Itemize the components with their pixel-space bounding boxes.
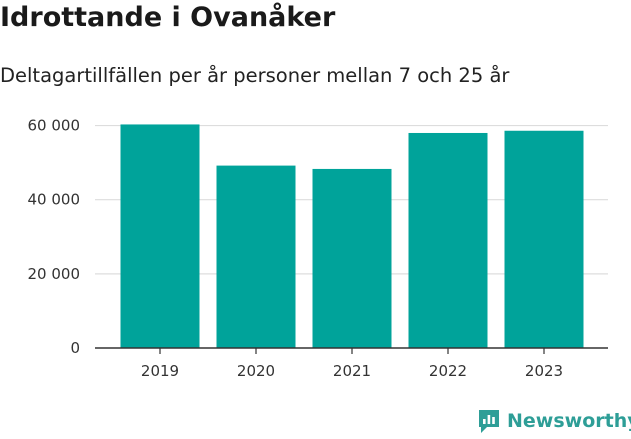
chart-title: Idrottande i Ovanåker <box>0 2 336 33</box>
newsworthy-chart-logo-icon <box>479 410 499 433</box>
x-tick-label: 2022 <box>429 362 467 380</box>
bar-2019 <box>120 124 200 348</box>
y-tick-label: 40 000 <box>28 191 81 209</box>
y-tick-label: 60 000 <box>28 117 81 135</box>
bar-2022 <box>408 132 488 348</box>
y-axis-labels: 0 20 000 40 000 60 000 <box>28 117 81 357</box>
x-tick-label: 2021 <box>333 362 371 380</box>
brand-name: Newsworthy <box>507 410 631 432</box>
bars <box>120 124 584 348</box>
bar-chart: 2019 2020 2021 2022 2023 0 20 000 40 000 60 000 <box>28 117 608 380</box>
y-tick-label: 20 000 <box>28 265 81 283</box>
x-tick-label: 2023 <box>525 362 563 380</box>
bar-2020 <box>216 165 296 348</box>
x-tick-label: 2019 <box>141 362 179 380</box>
chart-subtitle: Deltagartillfällen per år personer mella… <box>0 64 510 87</box>
bar-2023 <box>504 130 584 348</box>
x-axis: 2019 2020 2021 2022 2023 <box>95 347 608 380</box>
y-tick-label: 0 <box>70 339 80 357</box>
newsworthy-logo: Newsworthy <box>477 408 631 434</box>
bar-2021 <box>312 168 392 348</box>
x-tick-label: 2020 <box>237 362 275 380</box>
